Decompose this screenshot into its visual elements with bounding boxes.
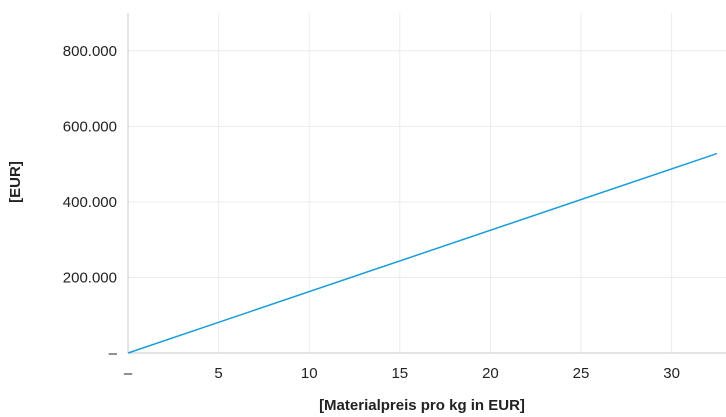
y-tick-label: – <box>109 345 118 362</box>
x-tick-label: 25 <box>573 365 590 382</box>
x-axis-title: [Materialpreis pro kg in EUR] <box>319 397 525 414</box>
x-tick-label: 5 <box>214 365 222 382</box>
y-axis-title: [EUR] <box>7 161 24 203</box>
y-tick-label: 200.000 <box>63 269 117 286</box>
x-tick-label: 30 <box>663 365 680 382</box>
axis-layer <box>127 13 726 354</box>
x-tick-label: 20 <box>482 365 499 382</box>
y-tick-label: 400.000 <box>63 194 117 211</box>
y-tick-label: 600.000 <box>63 118 117 135</box>
x-tick-label: 10 <box>301 365 318 382</box>
x-tick-label: – <box>124 365 133 382</box>
series-line <box>127 152 718 354</box>
tick-layer: – 5 10 15 20 25 30 – 200.000 400.000 600.000 800.00… <box>63 43 680 382</box>
y-tick-label: 800.000 <box>63 43 117 60</box>
grid-layer <box>128 13 726 353</box>
series-layer <box>127 152 718 354</box>
x-tick-label: 15 <box>391 365 408 382</box>
